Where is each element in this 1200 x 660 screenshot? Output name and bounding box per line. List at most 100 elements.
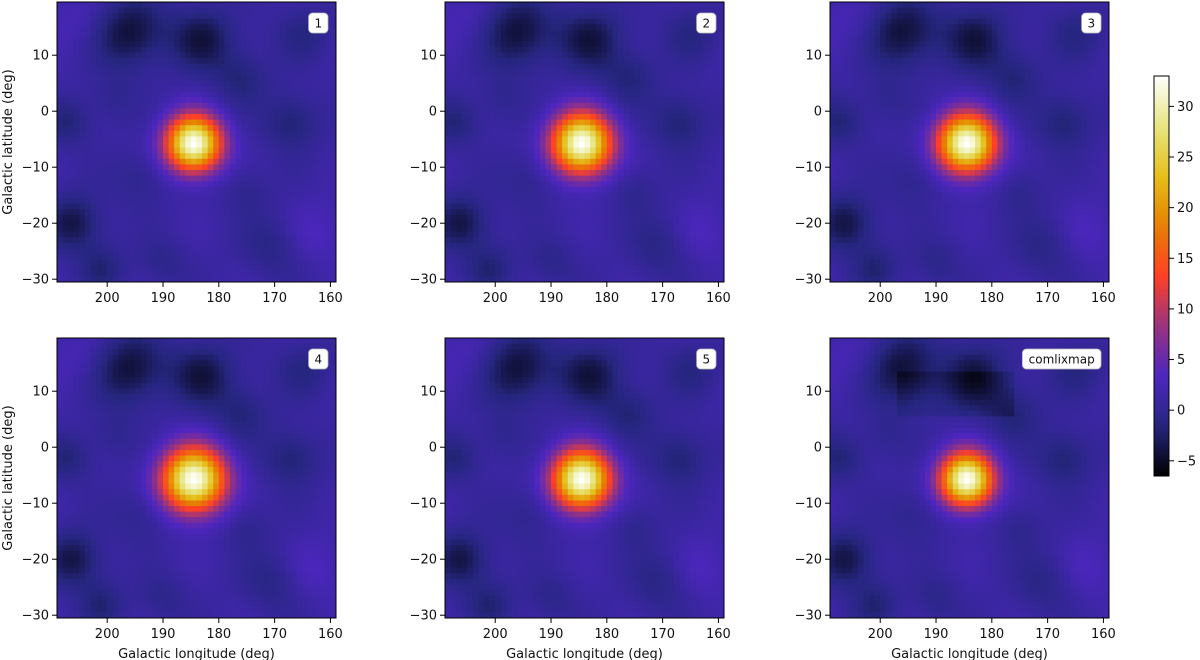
heatmap-cell (107, 102, 114, 109)
heatmap-cell (202, 130, 209, 137)
heatmap-cell (285, 119, 292, 126)
heatmap-cell (534, 142, 541, 148)
heatmap-cell (707, 80, 714, 87)
heatmap-cell (662, 136, 669, 143)
heatmap-cell (673, 35, 680, 42)
heatmap-cell (445, 198, 451, 204)
heatmap-cell (662, 147, 669, 154)
heatmap-cell (118, 13, 125, 20)
heatmap-cell (118, 30, 125, 36)
heatmap-cell (472, 242, 479, 249)
heatmap-cell (701, 164, 708, 171)
heatmap-cell (174, 142, 181, 148)
heatmap-cell (595, 136, 602, 143)
heatmap-cell (163, 181, 169, 188)
heatmap-cell (623, 114, 630, 120)
heatmap-cell (291, 114, 298, 120)
heatmap-cell (578, 63, 585, 70)
heatmap-cell (640, 80, 647, 87)
heatmap-cell (606, 80, 613, 87)
heatmap-cell (285, 147, 292, 154)
heatmap-cell (163, 91, 169, 98)
heatmap-cell (707, 86, 714, 92)
heatmap-cell (79, 259, 86, 266)
heatmap-cell (461, 203, 468, 210)
heatmap-cell (523, 125, 530, 132)
heatmap-cell (506, 186, 513, 193)
heatmap-cell (489, 41, 496, 48)
heatmap-cell (246, 97, 253, 104)
heatmap-cell (90, 276, 97, 283)
heatmap-cell (296, 35, 303, 42)
heatmap-cell (578, 254, 585, 260)
heatmap-cell (450, 147, 457, 154)
heatmap-cell (274, 119, 281, 126)
heatmap-cell (185, 119, 192, 126)
heatmap-cell (495, 164, 502, 171)
heatmap-cell (84, 186, 91, 193)
heatmap-cell (196, 74, 203, 81)
heatmap-cell (562, 192, 569, 199)
heatmap-cell (528, 18, 535, 25)
heatmap-cell (556, 203, 563, 210)
heatmap-cell (129, 91, 136, 98)
heatmap-cell (662, 91, 669, 98)
heatmap-cell (202, 220, 209, 227)
heatmap-cell (534, 276, 541, 283)
heatmap-cell (280, 102, 287, 109)
heatmap-cell (590, 63, 597, 70)
heatmap-cell (461, 69, 468, 76)
heatmap-cell (489, 214, 496, 221)
heatmap-cell (151, 220, 158, 227)
heatmap-cell (308, 86, 315, 92)
heatmap-cell (235, 7, 242, 14)
heatmap-cell (456, 153, 463, 160)
heatmap-cell (202, 192, 209, 199)
heatmap-cell (584, 203, 591, 210)
heatmap-cell (629, 74, 636, 81)
heatmap-cell (57, 63, 63, 70)
heatmap-cell (578, 142, 585, 148)
heatmap-cell (291, 136, 298, 143)
heatmap-cell (296, 214, 303, 221)
heatmap-cell (324, 220, 331, 227)
heatmap-cell (168, 130, 175, 137)
heatmap-cell (129, 254, 136, 260)
heatmap-cell (96, 170, 103, 176)
heatmap-cell (662, 52, 669, 59)
heatmap-cell (179, 130, 186, 137)
heatmap-cell (135, 259, 142, 266)
heatmap-cell (601, 91, 608, 98)
heatmap-cell (690, 41, 697, 48)
heatmap-cell (269, 198, 276, 204)
heatmap-cell (517, 114, 524, 120)
heatmap-cell (235, 52, 242, 59)
heatmap-cell (539, 175, 546, 182)
heatmap-cell (511, 214, 518, 221)
heatmap-cell (606, 237, 613, 244)
heatmap-cell (556, 192, 563, 199)
heatmap-cell (213, 175, 220, 182)
heatmap-cell (168, 220, 175, 227)
heatmap-cell (202, 147, 209, 154)
heatmap-cell (257, 91, 264, 98)
heatmap-cell (445, 136, 451, 143)
heatmap-cell (601, 114, 608, 120)
heatmap-cell (68, 259, 75, 266)
heatmap-cell (673, 181, 680, 188)
heatmap-cell (545, 7, 552, 14)
heatmap-cell (157, 142, 164, 148)
heatmap-cell (584, 97, 591, 104)
heatmap-cell (269, 18, 276, 25)
heatmap-cell (472, 203, 479, 210)
heatmap-cell (101, 231, 108, 238)
heatmap-cell (241, 265, 248, 272)
heatmap-cell (668, 63, 675, 70)
heatmap-cell (174, 52, 181, 59)
heatmap-cell (551, 7, 557, 14)
heatmap-cell (118, 102, 125, 109)
heatmap-cell (517, 186, 524, 193)
heatmap-cell (174, 63, 181, 70)
heatmap-cell (229, 186, 236, 193)
heatmap-cell (478, 147, 485, 154)
